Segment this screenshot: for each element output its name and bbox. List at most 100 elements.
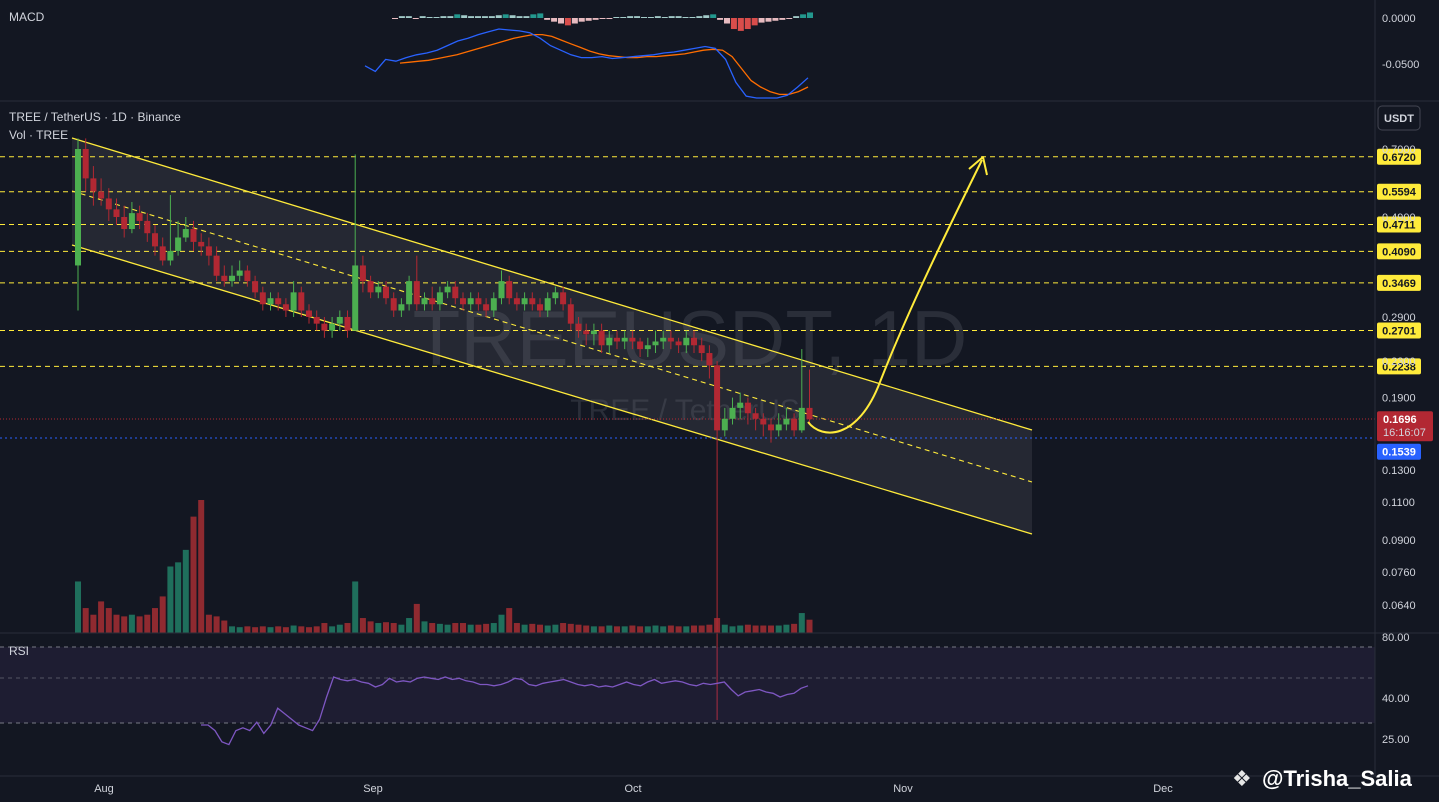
candle-body xyxy=(398,304,405,311)
candle-body xyxy=(544,298,551,311)
volume-bar xyxy=(90,614,97,633)
low-marker-label: 0.1539 xyxy=(1382,447,1416,459)
candle-body xyxy=(737,402,744,408)
volume-bar xyxy=(128,614,135,633)
macd-axis-label-zero: 0.0000 xyxy=(1382,13,1416,25)
volume-bar xyxy=(159,596,166,633)
volume-bar xyxy=(198,500,205,633)
candle-body xyxy=(791,418,798,431)
channel-upper-line xyxy=(71,137,1033,431)
descending-channel xyxy=(72,138,1032,534)
candle-body xyxy=(282,304,289,311)
projection-arrow xyxy=(807,159,983,434)
volume-bar xyxy=(691,625,697,633)
candle-body xyxy=(498,281,505,299)
macd-histogram-bar xyxy=(772,18,779,21)
candle-body xyxy=(598,330,605,346)
volume-bar xyxy=(675,626,682,633)
candle-body xyxy=(190,229,197,242)
volume-bar xyxy=(644,626,651,633)
volume-bar xyxy=(806,619,813,633)
resistance-tag-label: 0.5594 xyxy=(1382,187,1417,199)
rsi-pane: RSI 80.00 40.00 25.00 xyxy=(0,632,1410,746)
rsi-axis-label-40: 40.00 xyxy=(1382,693,1410,705)
volume-bar xyxy=(144,614,151,633)
candle-body xyxy=(128,213,135,230)
macd-histogram-bar xyxy=(730,18,737,30)
resistance-tag xyxy=(1377,216,1421,233)
macd-histogram-bar xyxy=(578,18,585,22)
volume-bar xyxy=(706,624,713,633)
candle-body xyxy=(452,286,459,299)
macd-histogram-bar xyxy=(793,16,800,18)
macd-histogram-bar xyxy=(620,17,627,18)
volume-bar xyxy=(652,625,659,633)
price-axis-label: 0.1900 xyxy=(1382,393,1416,405)
candle-body xyxy=(367,281,374,293)
currency-button-label: USDT xyxy=(1384,113,1414,125)
candle-body xyxy=(460,298,466,305)
macd-histogram-bar xyxy=(433,17,440,18)
macd-histogram-bar xyxy=(495,15,502,18)
price-axis-label: 0.7000 xyxy=(1382,144,1416,156)
volume-bar xyxy=(398,624,405,633)
candle-body xyxy=(467,298,474,305)
candle-body xyxy=(429,298,436,305)
candle-body xyxy=(721,418,728,431)
macd-histogram-bar xyxy=(724,18,730,24)
candle-body xyxy=(490,298,497,311)
macd-histogram-bar xyxy=(800,14,807,18)
resistance-lines: 0.6720 0.5594 0.4711 0.4090 0.3469 0.2701 0.22… xyxy=(0,148,1421,375)
signature-text: @Trisha_Salia xyxy=(1262,766,1413,791)
volume-bar xyxy=(744,624,751,633)
macd-histogram-bar xyxy=(571,18,578,24)
volume-bar xyxy=(167,566,174,633)
currency-button[interactable]: USDT xyxy=(1377,105,1421,131)
candle-body xyxy=(352,265,359,331)
macd-histogram-bar xyxy=(744,18,751,30)
candle-body xyxy=(375,286,382,293)
candle-body xyxy=(252,281,259,293)
macd-histogram-bar xyxy=(765,18,772,22)
macd-histogram-bar xyxy=(585,18,592,21)
macd-histogram-bar xyxy=(454,14,461,18)
candle-body xyxy=(444,286,451,293)
candle-body xyxy=(75,149,81,266)
macd-histogram-bar xyxy=(682,17,689,18)
macd-histogram-bar xyxy=(627,16,634,18)
macd-histogram-bar xyxy=(468,16,475,18)
volume-bar xyxy=(205,614,212,633)
volume-bar xyxy=(313,626,320,633)
volume-bar xyxy=(221,620,228,633)
resistance-tag xyxy=(1377,243,1421,260)
current-price-label: 0.1696 xyxy=(1383,414,1417,426)
volume-bar xyxy=(768,625,774,633)
candle-body xyxy=(752,413,759,419)
candle-body xyxy=(775,424,782,431)
candle-body xyxy=(698,345,705,354)
candle-body xyxy=(513,298,520,305)
volume-bar xyxy=(498,614,505,633)
candle-body xyxy=(267,298,274,305)
macd-histogram-bar xyxy=(654,16,661,18)
rsi-label: RSI xyxy=(9,644,29,658)
candle-body xyxy=(167,250,174,261)
volume-bar xyxy=(760,625,767,633)
volume-bar xyxy=(460,623,466,633)
volume-bar xyxy=(775,625,782,633)
macd-pane: MACD 0.0000 -0.0500 xyxy=(0,10,1439,102)
resistance-tag-label: 0.4090 xyxy=(1382,246,1416,258)
macd-histogram-bar xyxy=(488,16,495,18)
candle-body xyxy=(275,298,282,305)
macd-histogram-bar xyxy=(710,14,717,18)
candle-body xyxy=(413,281,420,305)
candle-body xyxy=(383,286,389,299)
macd-histogram-bar xyxy=(661,17,668,18)
candle-body xyxy=(637,341,644,350)
candle-body xyxy=(113,209,120,217)
candle-body xyxy=(744,402,751,414)
macd-histogram-bar xyxy=(634,16,641,18)
volume-bar xyxy=(336,624,343,633)
candle-body xyxy=(590,330,597,335)
